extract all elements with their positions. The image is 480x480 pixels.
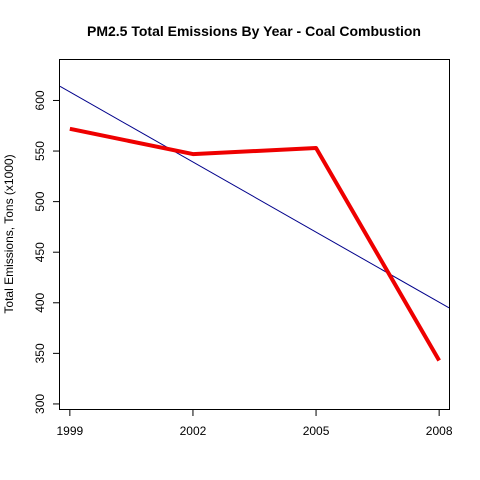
x-tick-label: 2005 <box>303 424 330 438</box>
plot-frame <box>59 59 450 410</box>
y-tick-label: 550 <box>33 141 47 161</box>
x-tick-label: 2008 <box>426 424 453 438</box>
x-tick-label: 2002 <box>180 424 207 438</box>
y-tick-label: 450 <box>33 242 47 262</box>
chart-title: PM2.5 Total Emissions By Year - Coal Com… <box>87 23 421 39</box>
y-axis: 300 350 400 450 500 550 600 <box>33 90 60 414</box>
y-tick-label: 400 <box>33 292 47 312</box>
y-tick-label: 600 <box>33 90 47 110</box>
y-axis-label: Total Emissions, Tons (x1000) <box>2 154 16 313</box>
x-tick-label: 1999 <box>56 424 83 438</box>
plot-area <box>60 85 449 362</box>
trend-line <box>60 85 449 309</box>
x-axis: 1999 2002 2005 2008 <box>56 409 453 438</box>
y-tick-label: 500 <box>33 191 47 211</box>
series-line <box>69 126 441 362</box>
y-tick-label: 300 <box>33 394 47 414</box>
y-tick-label: 350 <box>33 343 47 363</box>
